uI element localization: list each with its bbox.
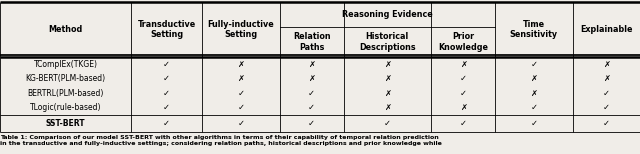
Text: ✓: ✓ xyxy=(460,89,467,98)
Text: Reasoning Evidence: Reasoning Evidence xyxy=(342,10,433,19)
Text: ✓: ✓ xyxy=(460,74,467,83)
Text: ✓: ✓ xyxy=(384,119,391,128)
Text: ✗: ✗ xyxy=(384,103,391,112)
Text: Transductive
Setting: Transductive Setting xyxy=(138,20,196,39)
Text: ✓: ✓ xyxy=(308,89,315,98)
Text: ✗: ✗ xyxy=(460,103,467,112)
Text: ✗: ✗ xyxy=(384,89,391,98)
Text: Time
Sensitivity: Time Sensitivity xyxy=(510,20,558,39)
Text: ✗: ✗ xyxy=(603,74,610,83)
Text: ✓: ✓ xyxy=(603,103,610,112)
Text: ✗: ✗ xyxy=(384,74,391,83)
Text: KG-BERT(PLM-based): KG-BERT(PLM-based) xyxy=(26,74,106,83)
Text: ✓: ✓ xyxy=(460,119,467,128)
Text: ✓: ✓ xyxy=(163,119,170,128)
Text: ✗: ✗ xyxy=(603,60,610,69)
Text: ✗: ✗ xyxy=(384,60,391,69)
Text: ✗: ✗ xyxy=(237,74,244,83)
Text: ✗: ✗ xyxy=(308,60,315,69)
Text: ✓: ✓ xyxy=(163,103,170,112)
Text: ✓: ✓ xyxy=(163,60,170,69)
Text: Fully-inductive
Setting: Fully-inductive Setting xyxy=(207,20,274,39)
Text: Historical
Descriptions: Historical Descriptions xyxy=(359,32,416,52)
Text: SST-BERT: SST-BERT xyxy=(46,119,86,128)
Text: ✓: ✓ xyxy=(603,119,610,128)
Text: Explainable: Explainable xyxy=(580,25,632,34)
Text: Relation
Paths: Relation Paths xyxy=(292,32,330,52)
Text: ✓: ✓ xyxy=(163,74,170,83)
Text: BERTRL(PLM-based): BERTRL(PLM-based) xyxy=(28,89,104,98)
Text: ✓: ✓ xyxy=(237,119,244,128)
Text: ✓: ✓ xyxy=(308,119,315,128)
Text: TLogic(rule-based): TLogic(rule-based) xyxy=(30,103,101,112)
Text: Table 1: Comparison of our model SST-BERT with other algorithms in terms of thei: Table 1: Comparison of our model SST-BER… xyxy=(0,135,442,146)
Text: ✗: ✗ xyxy=(308,74,315,83)
Text: ✓: ✓ xyxy=(308,103,315,112)
Text: ✓: ✓ xyxy=(163,89,170,98)
Text: Method: Method xyxy=(49,25,83,34)
Text: ✓: ✓ xyxy=(531,103,538,112)
Text: ✗: ✗ xyxy=(237,60,244,69)
Text: ✓: ✓ xyxy=(531,60,538,69)
Text: ✓: ✓ xyxy=(237,89,244,98)
Text: Prior
Knowledge: Prior Knowledge xyxy=(438,32,488,52)
Text: ✗: ✗ xyxy=(531,74,538,83)
Text: ✓: ✓ xyxy=(603,89,610,98)
Text: TComplEx(TKGE): TComplEx(TKGE) xyxy=(34,60,98,69)
Text: ✓: ✓ xyxy=(237,103,244,112)
Text: ✗: ✗ xyxy=(460,60,467,69)
Text: ✗: ✗ xyxy=(531,89,538,98)
Text: ✓: ✓ xyxy=(531,119,538,128)
